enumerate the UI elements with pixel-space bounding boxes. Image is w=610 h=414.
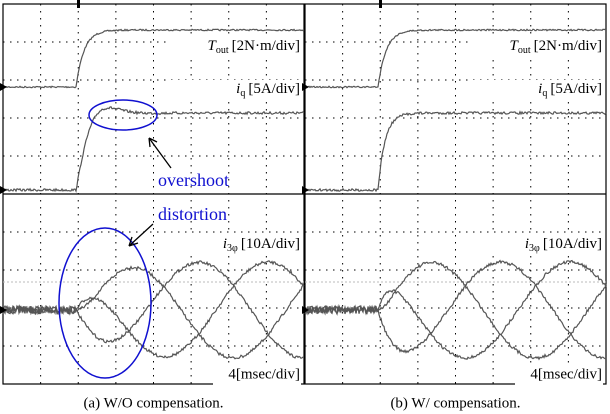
subscript: 3φ [227, 243, 238, 254]
figure: Tout[2N·m/div]iq[5A/div]i3φ[10A/div]4[ms… [0, 0, 610, 414]
annotation: distortion [158, 204, 227, 224]
caption: (b) W/ compensation. [390, 395, 520, 411]
time-scale: 4[msec/div] [228, 366, 300, 382]
scale: [2N·m/div] [232, 38, 300, 54]
subscript: out [518, 45, 531, 56]
scale: [10A/div] [543, 236, 602, 252]
scale: [10A/div] [241, 236, 300, 252]
subscript: q [240, 88, 245, 99]
caption: (a) W/O compensation. [83, 395, 223, 411]
subscript: out [216, 45, 229, 56]
scale: [2N·m/div] [534, 38, 602, 54]
trigger-marker [379, 0, 382, 8]
subscript: q [542, 88, 547, 99]
scale: [5A/div] [550, 81, 602, 97]
scope-panel [302, 0, 606, 384]
scale: [5A/div] [248, 81, 300, 97]
annotation: overshoot [158, 170, 229, 190]
subscript: 3φ [529, 243, 540, 254]
scope-panel [0, 0, 304, 384]
trigger-marker [77, 0, 80, 8]
time-scale: 4[msec/div] [530, 366, 602, 382]
